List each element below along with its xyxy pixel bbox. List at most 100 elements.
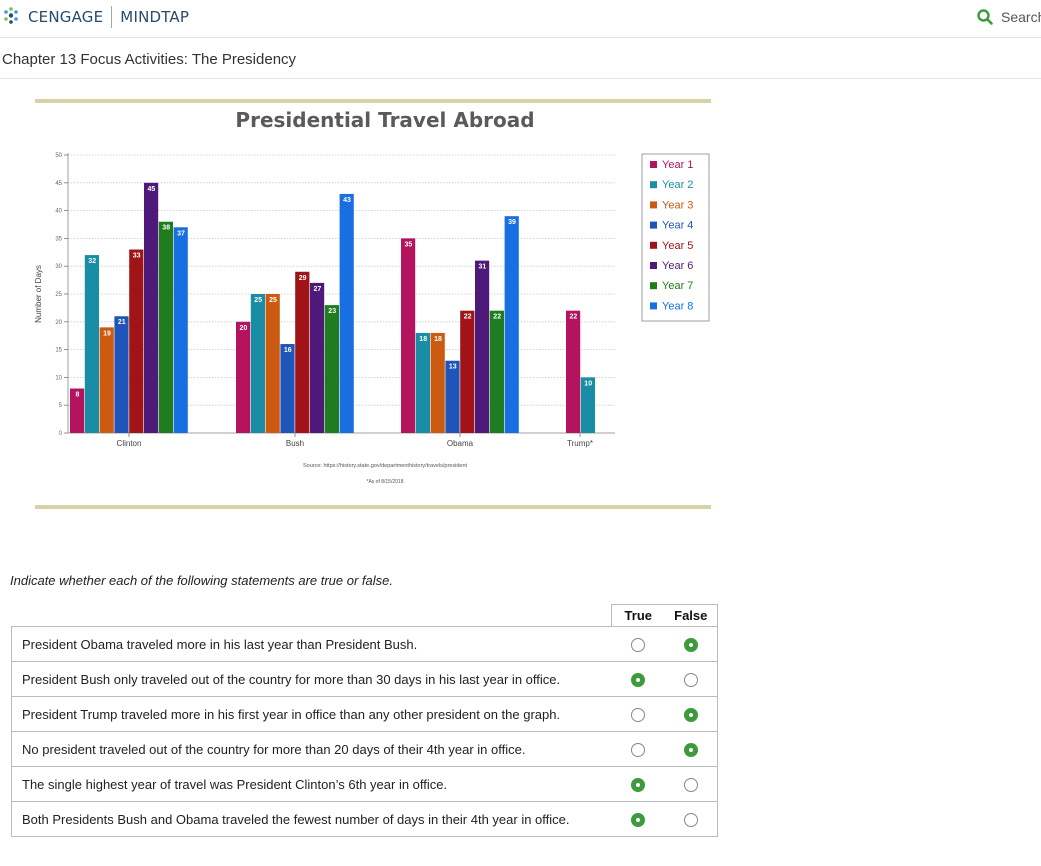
bar-value-label: 37	[177, 230, 185, 237]
bar	[280, 344, 295, 433]
legend-swatch	[650, 201, 657, 209]
bar	[99, 327, 114, 433]
true-option-cell	[611, 766, 665, 802]
product-name: MINDTAP	[120, 8, 190, 26]
true-radio-button[interactable]	[631, 637, 646, 652]
false-radio-button[interactable]	[683, 672, 698, 687]
bar	[324, 305, 339, 433]
chart-top-rule	[35, 99, 711, 103]
bar	[310, 282, 325, 433]
bar	[430, 332, 445, 433]
bar-value-label: 43	[343, 197, 351, 204]
false-radio-button[interactable]	[683, 812, 698, 827]
statement-row: President Trump traveled more in his fir…	[10, 696, 718, 732]
bar-value-label: 19	[103, 330, 111, 337]
true-radio-button[interactable]	[631, 707, 646, 722]
true-radio-button[interactable]	[631, 742, 646, 757]
true-option-cell	[611, 731, 665, 767]
statement-text: Both Presidents Bush and Obama traveled …	[10, 801, 612, 837]
y-tick-label: 15	[55, 348, 62, 354]
bar-value-label: 22	[570, 314, 578, 321]
bar	[114, 316, 129, 433]
bar-value-label: 23	[328, 308, 336, 315]
legend-entry: Year 2	[662, 179, 693, 191]
true-option-cell	[611, 626, 665, 662]
bar-value-label: 35	[405, 241, 413, 248]
bar-value-label: 27	[314, 286, 322, 293]
legend-swatch	[650, 241, 657, 249]
true-option-cell	[611, 801, 665, 837]
statement-row: The single highest year of travel was Pr…	[10, 766, 718, 802]
true-column-header: True	[611, 604, 665, 627]
false-radio-button[interactable]	[683, 707, 698, 722]
bar	[415, 332, 430, 433]
cengage-star-icon	[4, 7, 18, 24]
cengage-logo[interactable]: CENGAGE MINDTAP	[2, 6, 189, 28]
travel-chart: Presidential Travel Abroad 0 5 10 15 20 25 30 35…	[35, 108, 710, 485]
bar-value-label: 20	[240, 325, 248, 332]
true-option-cell	[611, 696, 665, 732]
legend-swatch	[650, 181, 657, 189]
bar-value-label: 31	[479, 264, 487, 271]
bar-value-label: 8	[75, 392, 79, 399]
bar	[295, 271, 310, 433]
bar	[460, 310, 475, 433]
true-radio-button[interactable]	[631, 672, 646, 687]
bar	[504, 216, 519, 433]
page-title-bar: Chapter 13 Focus Activities: The Preside…	[0, 38, 1041, 79]
bar-value-label: 10	[584, 380, 592, 387]
legend-entry: Year 4	[662, 220, 693, 232]
bar	[580, 377, 595, 433]
legend-swatch	[650, 302, 657, 310]
legend-entry: Year 6	[662, 260, 693, 272]
legend-entry: Year 5	[662, 240, 693, 252]
x-tick-label: Obama	[447, 439, 474, 448]
false-column-header: False	[664, 604, 718, 627]
bar-value-label: 45	[148, 186, 156, 193]
bar	[566, 310, 581, 433]
bar-value-label: 29	[299, 275, 307, 282]
true-radio-button[interactable]	[631, 777, 646, 792]
top-bar: CENGAGE MINDTAP Search	[0, 0, 1041, 38]
statement-text: President Bush only traveled out of the …	[10, 661, 612, 697]
false-option-cell	[664, 626, 718, 662]
bar	[250, 294, 265, 433]
statement-text: President Obama traveled more in his las…	[10, 626, 612, 662]
y-tick-label: 40	[55, 209, 62, 215]
false-radio-button[interactable]	[683, 777, 698, 792]
bar	[265, 294, 280, 433]
bar	[401, 238, 416, 433]
x-tick-label: Trump*	[567, 439, 593, 448]
y-tick-label: 45	[55, 181, 62, 187]
search-button[interactable]: Search	[976, 8, 1041, 26]
legend-entry: Year 7	[662, 280, 693, 292]
chart-footnote: *As of 8/15/2018	[367, 479, 404, 485]
bar-value-label: 16	[284, 347, 292, 354]
logo-divider	[111, 6, 113, 28]
y-tick-label: 5	[59, 403, 63, 409]
bar-value-label: 18	[434, 336, 442, 343]
bar-value-label: 21	[118, 319, 126, 326]
y-tick-label: 0	[59, 431, 63, 437]
legend-swatch	[650, 282, 657, 290]
statement-text: No president traveled out of the country…	[10, 731, 612, 767]
y-axis-label: Number of Days	[35, 265, 43, 323]
chart-image: Presidential Travel Abroad 0 5 10 15 20 25 30 35…	[35, 99, 711, 509]
question-prompt: Indicate whether each of the following s…	[10, 573, 393, 588]
bar-value-label: 18	[419, 336, 427, 343]
true-radio-button[interactable]	[631, 812, 646, 827]
search-icon	[977, 9, 993, 25]
bar-value-label: 22	[493, 314, 501, 321]
false-option-cell	[664, 661, 718, 697]
false-radio-button[interactable]	[683, 742, 698, 757]
bar-value-label: 39	[508, 219, 516, 226]
bar	[129, 249, 144, 433]
statement-header	[12, 605, 612, 627]
chart-bottom-rule	[35, 505, 711, 509]
brand-name: CENGAGE	[28, 8, 104, 26]
bar-value-label: 33	[133, 253, 141, 260]
bar-value-label: 13	[449, 364, 457, 371]
y-tick-label: 35	[55, 236, 62, 242]
false-radio-button[interactable]	[683, 637, 698, 652]
chart-title: Presidential Travel Abroad	[235, 108, 534, 132]
